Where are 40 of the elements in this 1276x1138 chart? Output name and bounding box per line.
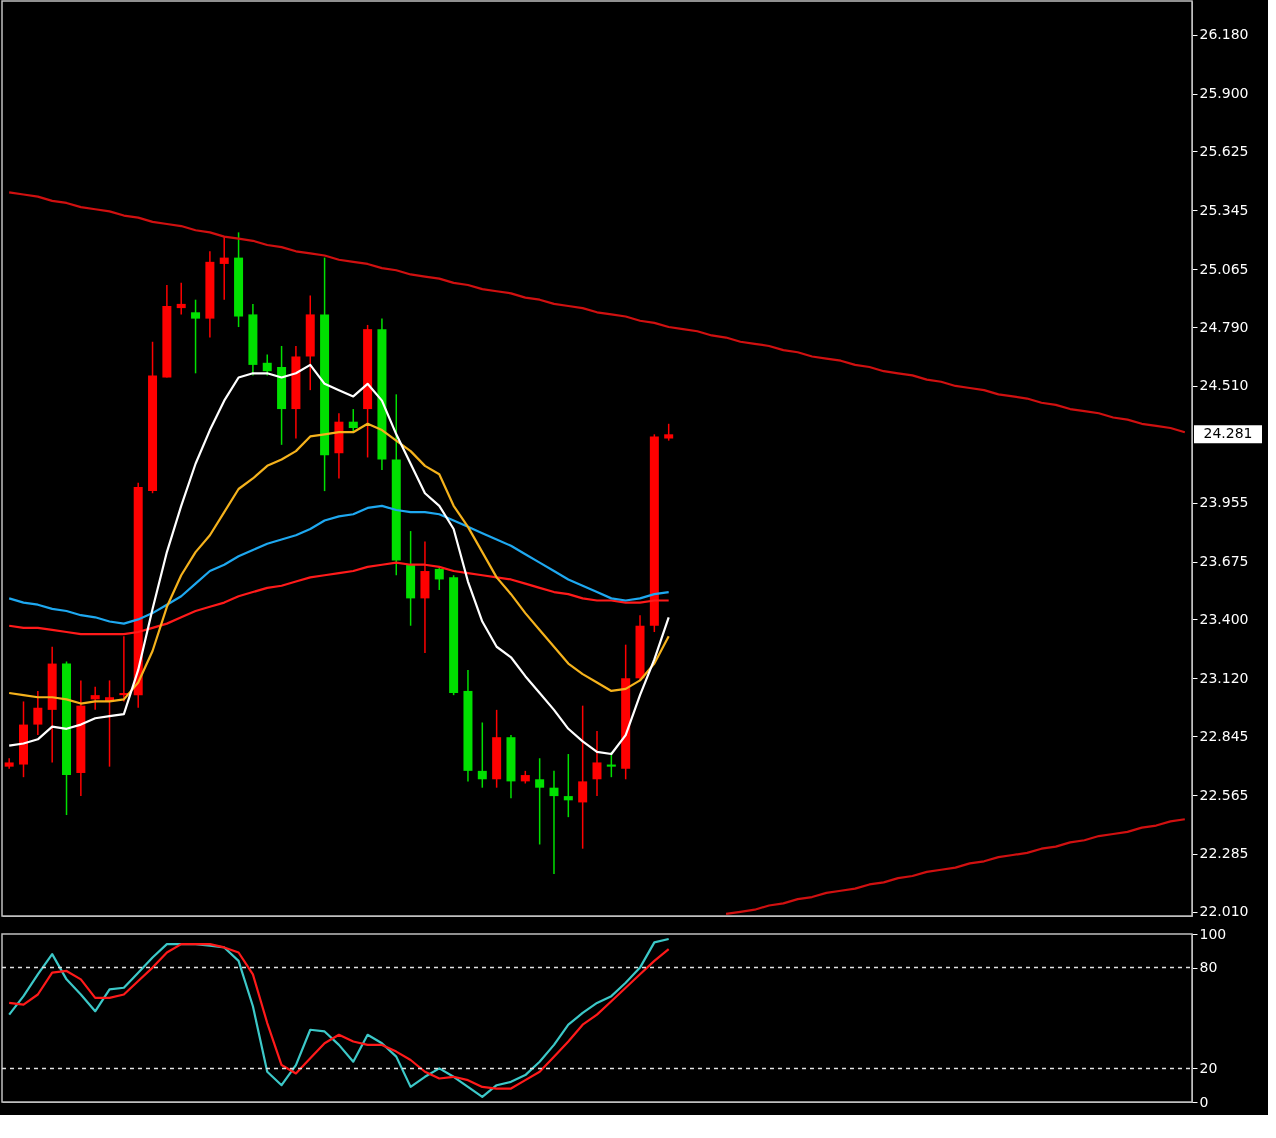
- y-tick-label: 25.345: [1199, 201, 1249, 218]
- y-tick-label: 23.955: [1199, 494, 1249, 511]
- candlestick: [348, 408, 358, 433]
- candlestick: [549, 770, 559, 875]
- y-tick-label: 24.790: [1199, 318, 1249, 335]
- line-series: [8, 191, 1186, 434]
- y-tick-label: 23.400: [1199, 610, 1249, 627]
- y-tick-label: 20: [1199, 1059, 1218, 1076]
- y-tick-label: 24.510: [1199, 377, 1249, 394]
- text: 24.281: [1203, 425, 1253, 442]
- y-tick-label: 22.285: [1199, 845, 1249, 862]
- line-series: [724, 818, 1186, 915]
- candlestick: [578, 704, 588, 850]
- y-tick-label: 26.180: [1199, 26, 1249, 43]
- y-tick-label: 22.845: [1199, 727, 1249, 744]
- candlestick: [176, 282, 186, 316]
- line-series: [8, 561, 670, 636]
- y-tick-label: 100: [1199, 925, 1227, 942]
- y-tick-label: 23.120: [1199, 669, 1249, 686]
- candlestick: [434, 566, 444, 591]
- candlestick: [90, 685, 100, 711]
- y-tick-label: 22.010: [1199, 903, 1249, 920]
- y-tick-label: 80: [1199, 959, 1218, 976]
- candlestick: [191, 298, 201, 375]
- y-tick-label: 25.900: [1199, 85, 1249, 102]
- y-tick-label: 23.675: [1199, 553, 1249, 570]
- line-series: [8, 504, 670, 625]
- candlestick: [33, 690, 43, 736]
- candlestick: [262, 353, 272, 377]
- y-tick-label: 25.065: [1199, 260, 1249, 277]
- line-series: [8, 363, 670, 756]
- y-tick-label: 25.625: [1199, 142, 1249, 159]
- y-tick-label: 22.565: [1199, 786, 1249, 803]
- candlestick: [219, 235, 229, 301]
- candlestick: [477, 721, 487, 789]
- y-tick-label: 0: [1199, 1093, 1209, 1110]
- candlestick: [535, 757, 545, 846]
- line-series: [8, 422, 670, 705]
- candlestick: [592, 730, 602, 797]
- candlestick: [563, 753, 573, 818]
